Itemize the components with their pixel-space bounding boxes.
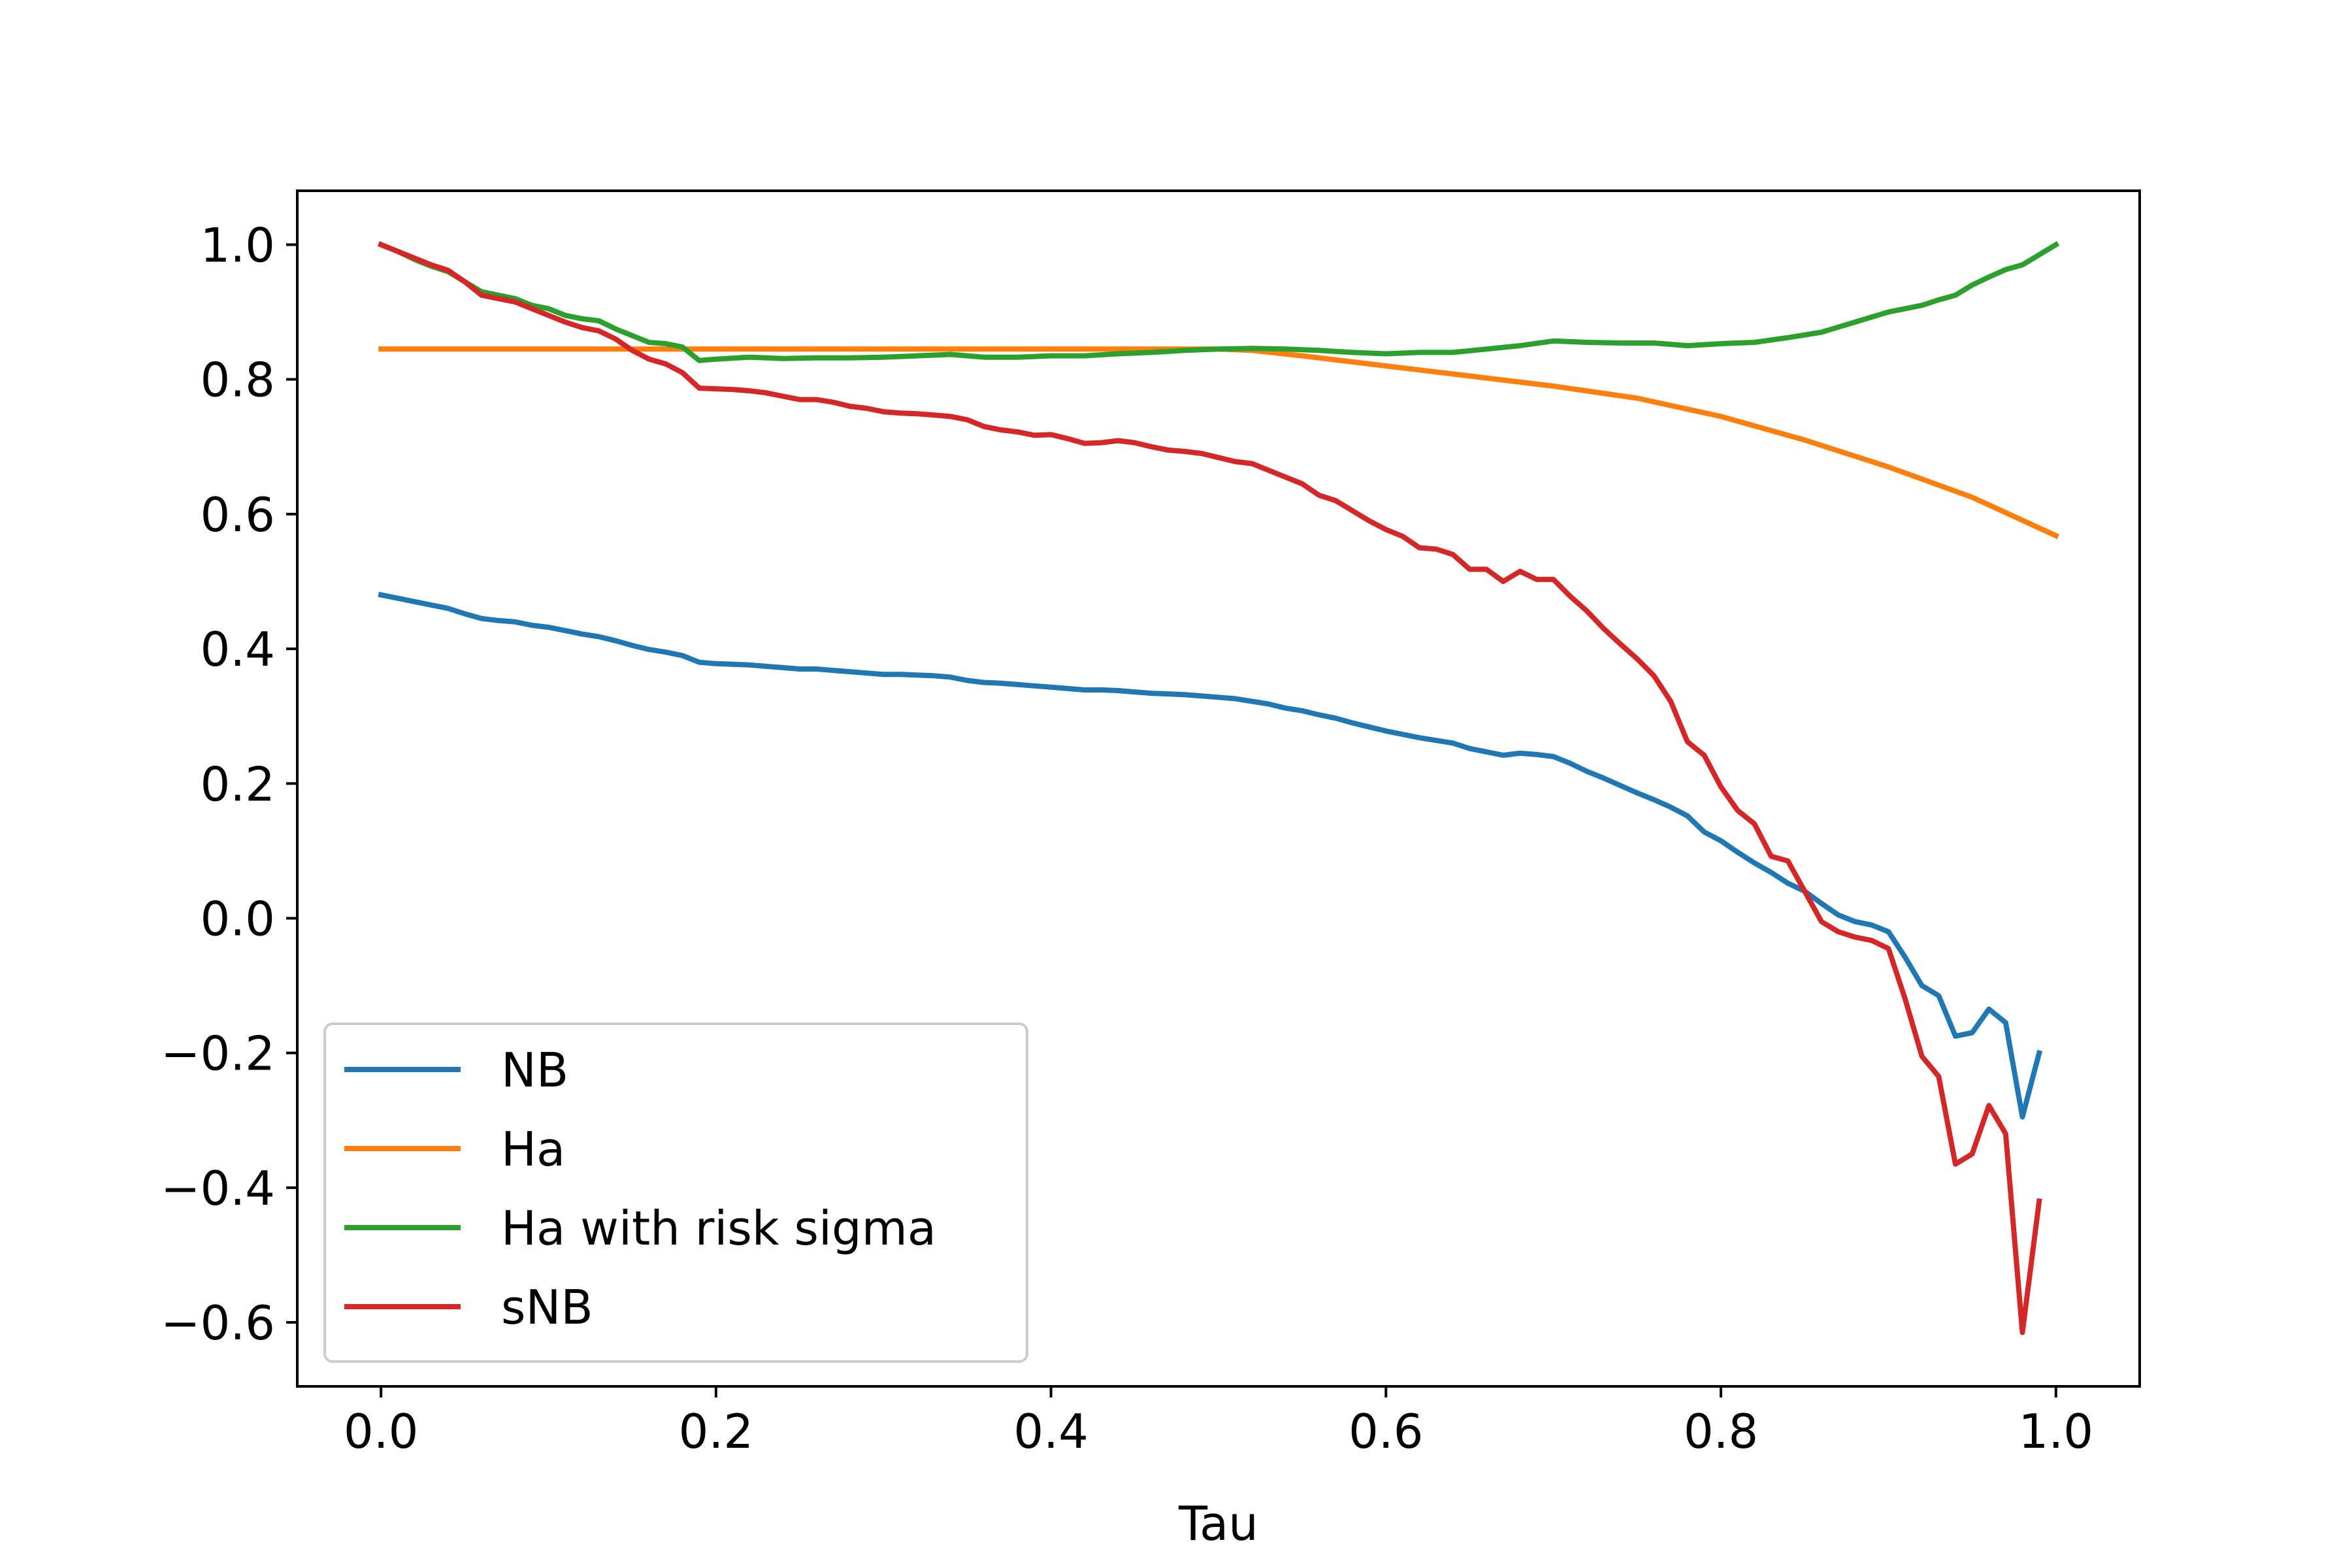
y-tick-label: −0.4: [161, 1161, 275, 1216]
series-line-snb: [377, 241, 2042, 1335]
y-axis: 1.0 0.8 0.6 0.4 0.2 0.0 −0.2 −0.4 −0.6: [161, 218, 297, 1350]
x-tick-label: 0.4: [1013, 1404, 1088, 1459]
x-tick-label: 0.6: [1348, 1404, 1424, 1459]
x-tick-label: 0.2: [679, 1404, 754, 1459]
legend-label-nb: NB: [501, 1043, 568, 1098]
x-axis: 0.0 0.2 0.4 0.6 0.8 1.0: [344, 1386, 2093, 1459]
x-tick-label: 1.0: [2019, 1404, 2094, 1459]
y-tick-label: −0.6: [161, 1296, 275, 1350]
series-line-ha-with-risk-sigma: [377, 241, 2060, 363]
legend-label-ha: Ha: [501, 1122, 565, 1177]
x-tick-label: 0.8: [1684, 1404, 1759, 1459]
y-tick-label: 0.4: [200, 622, 275, 677]
y-tick-label: 1.0: [200, 218, 275, 272]
y-tick-label: 0.2: [200, 757, 275, 811]
plot-frame: [296, 189, 2141, 1388]
x-axis-label: Tau: [1178, 1496, 1258, 1551]
legend-label-ha-with-risk-sigma: Ha with risk sigma: [501, 1201, 936, 1256]
legend: NB Ha Ha with risk sigma sNB: [323, 1022, 1028, 1363]
y-tick-label: 0.0: [200, 891, 275, 946]
series-layer: [377, 241, 2060, 1335]
x-tick-label: 0.0: [344, 1404, 419, 1459]
y-tick-label: −0.2: [161, 1026, 275, 1081]
legend-label-snb: sNB: [501, 1280, 593, 1335]
legend-box: [323, 1022, 1028, 1363]
y-tick-label: 0.6: [200, 487, 275, 542]
series-line-nb: [378, 591, 2043, 1120]
y-tick-label: 0.8: [200, 353, 275, 408]
